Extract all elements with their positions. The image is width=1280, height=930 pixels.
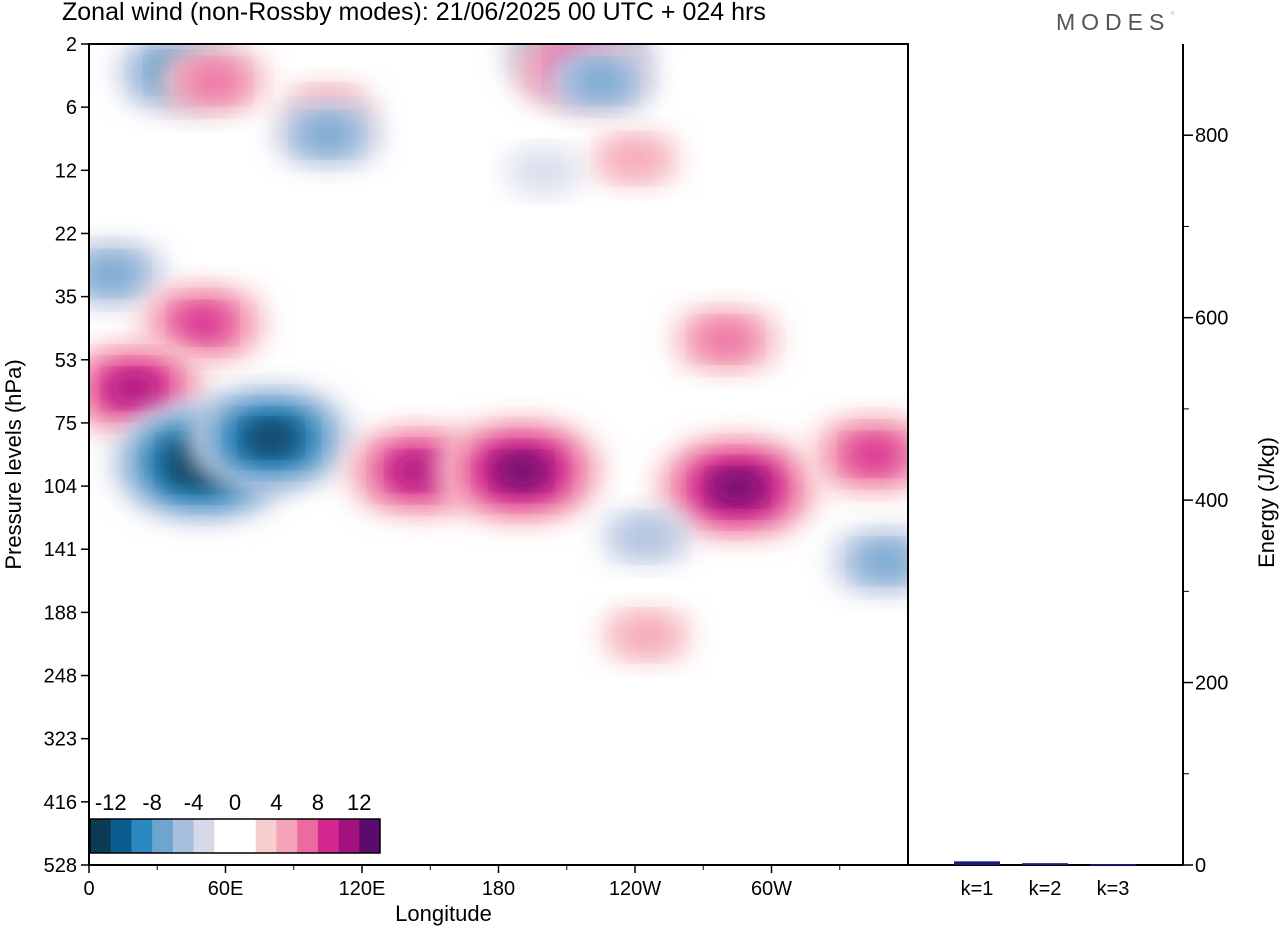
colorbar-label: -4 (184, 790, 204, 815)
heat-blob-9-2 (89, 255, 141, 292)
heat-blob-2-2 (185, 62, 243, 99)
y-tick-label: 2 (66, 34, 77, 56)
y-tick-label: 53 (55, 350, 77, 372)
colorbar-swatch (131, 819, 153, 853)
colorbar-label: 8 (312, 790, 324, 815)
y-tick-label: 188 (44, 602, 77, 624)
heat-blob-17-3 (847, 437, 901, 472)
energy-tick-label: 800 (1195, 125, 1228, 147)
y-tick-label: 141 (44, 539, 77, 561)
colorbar-swatch (152, 819, 174, 853)
y-tick-label: 22 (55, 223, 77, 245)
bar-category-label: k=1 (961, 878, 994, 900)
colorbar-frame (89, 818, 381, 854)
colorbar-swatch (338, 819, 360, 853)
x-tick-label: 180 (482, 878, 515, 900)
heat-blob-20-2 (697, 321, 755, 358)
heat-blob-6-2 (572, 62, 630, 99)
y-tick-label: 104 (44, 476, 77, 498)
colorbar-swatch (297, 819, 319, 853)
colorbar-swatch (90, 819, 112, 853)
colorbar-label: 12 (347, 790, 371, 815)
brand-text: MODES (1056, 9, 1171, 35)
heatmap-field (89, 44, 908, 666)
y-tick-label: 35 (55, 287, 77, 309)
heat-blob-18-1 (614, 516, 679, 557)
colorbar-swatch (193, 819, 215, 853)
energy-tick-label: 400 (1195, 490, 1228, 512)
energy-tick-label: 200 (1195, 673, 1228, 695)
colorbar-label: -8 (142, 790, 162, 815)
colorbar-label: 0 (229, 790, 241, 815)
y-tick-label: 248 (44, 666, 77, 688)
y-tick-label: 323 (44, 729, 77, 751)
colorbar-swatch (110, 819, 132, 853)
colorbar-swatch (172, 819, 195, 853)
colorbar-label: 4 (270, 790, 282, 815)
y-tick-label: 416 (44, 792, 77, 814)
energy-bar-k=1 (954, 861, 1000, 865)
energy-tick-label: 600 (1195, 308, 1228, 330)
colorbar-label: -12 (95, 790, 127, 815)
x-tick-label: 60W (751, 878, 792, 900)
colorbar-swatch (214, 819, 236, 853)
colorbar-swatch (317, 819, 340, 853)
heat-blob-11-4 (109, 372, 160, 405)
x-tick-label: 60E (208, 878, 244, 900)
x-tick-label: 120W (609, 878, 661, 900)
chart-title: Zonal wind (non-Rossby modes): 21/06/202… (62, 0, 766, 26)
y-tick-label: 12 (55, 160, 77, 182)
x-tick-label: 0 (83, 878, 94, 900)
bar-category-label: k=2 (1029, 878, 1062, 900)
x-tick-label: 120E (339, 878, 386, 900)
energy-bar-k=2 (1022, 863, 1068, 865)
y-tick-label: 75 (55, 413, 77, 435)
heat-blob-19-2 (856, 543, 908, 580)
energy-axis-title: Energy (J/kg) (1254, 437, 1279, 568)
colorbar: -12 -8 -4 0 4 8 12 (89, 790, 381, 854)
energy-bars: k=1 k=2 k=3 (954, 861, 1136, 900)
colorbar-swatch (359, 819, 381, 853)
y-tick-label: 6 (66, 97, 77, 119)
colorbar-swatch (235, 819, 257, 853)
heat-blob-15-5 (497, 455, 546, 487)
heat-blob-21-1 (614, 615, 679, 656)
colorbar-swatch (276, 819, 298, 853)
colorbar-swatch (255, 819, 277, 853)
brand-logo: MODES○ (1056, 9, 1175, 35)
heat-blob-7-1 (603, 138, 667, 179)
energy-bar-k=3 (1090, 864, 1136, 866)
y-axis-title: Pressure levels (hPa) (1, 359, 26, 569)
heat-blob-13-5 (247, 422, 295, 454)
x-axis-title: Longitude (395, 901, 492, 926)
heat-blob-8-0 (505, 147, 583, 196)
heat-blob-3-2 (299, 116, 357, 153)
heat-blob-14-4 (393, 454, 444, 487)
heat-blob-16-5 (713, 471, 762, 503)
heat-blob-10-3 (176, 306, 230, 340)
y-tick-label: 528 (44, 855, 77, 877)
energy-tick-label: 0 (1195, 855, 1206, 877)
bar-category-label: k=3 (1097, 878, 1130, 900)
